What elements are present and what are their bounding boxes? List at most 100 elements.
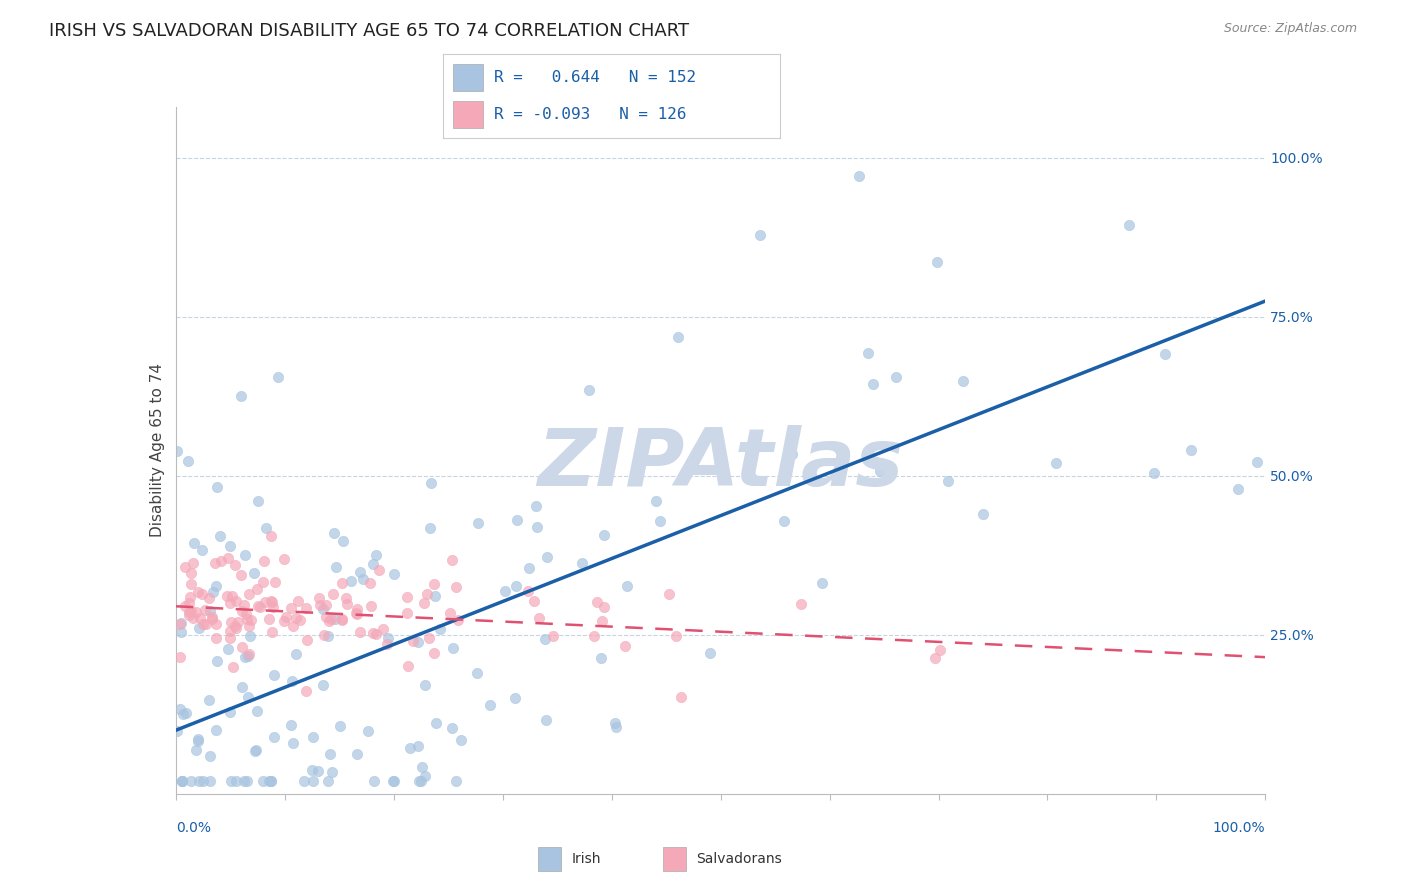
Point bbox=[233, 549, 256, 563]
Point bbox=[201, 611, 224, 625]
Point bbox=[1180, 443, 1202, 458]
Point bbox=[246, 582, 269, 596]
Point bbox=[231, 680, 253, 694]
Point bbox=[408, 774, 430, 789]
FancyBboxPatch shape bbox=[453, 101, 484, 128]
Point bbox=[1118, 218, 1140, 232]
Point bbox=[174, 560, 197, 574]
Point bbox=[884, 370, 907, 384]
Point bbox=[191, 617, 214, 632]
Point bbox=[344, 606, 367, 620]
Point bbox=[395, 606, 418, 620]
Point bbox=[225, 621, 247, 635]
Point bbox=[259, 611, 281, 625]
Point bbox=[541, 629, 564, 643]
Point bbox=[207, 480, 229, 494]
Point bbox=[330, 612, 353, 626]
Point bbox=[382, 566, 405, 581]
Point bbox=[263, 668, 285, 682]
Point bbox=[467, 516, 489, 530]
Point bbox=[364, 627, 387, 641]
FancyBboxPatch shape bbox=[537, 847, 561, 871]
Point bbox=[262, 600, 284, 615]
Point bbox=[224, 618, 246, 632]
Point bbox=[375, 637, 398, 651]
Point bbox=[349, 566, 371, 580]
Point bbox=[447, 613, 470, 627]
Point bbox=[221, 590, 243, 604]
Point bbox=[246, 599, 269, 613]
Point bbox=[273, 614, 295, 628]
Point bbox=[170, 625, 193, 640]
Point bbox=[188, 774, 211, 789]
Point bbox=[238, 587, 260, 601]
Point bbox=[172, 706, 194, 721]
Point bbox=[204, 723, 226, 737]
Point bbox=[411, 774, 433, 789]
Point bbox=[177, 608, 200, 623]
Point bbox=[395, 590, 418, 604]
Point bbox=[177, 454, 200, 468]
Point bbox=[413, 769, 436, 783]
Point bbox=[936, 474, 959, 488]
Point bbox=[238, 619, 260, 633]
Point bbox=[172, 774, 194, 789]
Point bbox=[534, 632, 557, 647]
Point bbox=[184, 605, 207, 619]
Point bbox=[253, 554, 276, 568]
Point bbox=[749, 228, 772, 243]
Point bbox=[253, 595, 276, 609]
Point bbox=[187, 731, 209, 746]
Point bbox=[571, 557, 593, 571]
Point bbox=[596, 453, 619, 467]
Point bbox=[312, 628, 335, 642]
Point bbox=[239, 613, 262, 627]
Point bbox=[200, 774, 222, 789]
Point bbox=[294, 600, 316, 615]
Point bbox=[231, 603, 253, 617]
Point bbox=[318, 614, 340, 628]
Point bbox=[263, 730, 285, 744]
Point bbox=[780, 447, 803, 461]
Point bbox=[772, 514, 794, 528]
Point bbox=[219, 774, 242, 789]
Point bbox=[359, 575, 381, 590]
Point bbox=[231, 567, 253, 582]
Point bbox=[413, 678, 436, 692]
Point bbox=[526, 520, 548, 534]
Point bbox=[408, 739, 430, 753]
Point bbox=[1246, 455, 1268, 469]
Point bbox=[319, 612, 342, 626]
Point bbox=[578, 384, 600, 398]
Point bbox=[382, 774, 405, 789]
Point bbox=[357, 724, 380, 739]
Point bbox=[195, 616, 218, 631]
Point bbox=[238, 647, 260, 661]
Point bbox=[180, 577, 202, 591]
Point bbox=[479, 698, 502, 712]
Point bbox=[266, 369, 288, 384]
Point bbox=[232, 774, 254, 789]
Point bbox=[260, 595, 283, 609]
Point bbox=[605, 716, 627, 731]
Point bbox=[644, 494, 666, 508]
Point bbox=[361, 626, 384, 640]
Point bbox=[349, 624, 371, 639]
Point bbox=[302, 774, 325, 789]
Point bbox=[406, 634, 429, 648]
Point bbox=[593, 599, 616, 614]
Point bbox=[862, 377, 884, 392]
Point bbox=[180, 604, 202, 618]
Point bbox=[418, 632, 440, 646]
Text: R = -0.093   N = 126: R = -0.093 N = 126 bbox=[494, 107, 686, 122]
Point bbox=[318, 774, 340, 789]
Point bbox=[319, 747, 342, 762]
Point bbox=[285, 647, 308, 661]
Point bbox=[191, 543, 214, 558]
Point bbox=[363, 774, 385, 789]
Point bbox=[665, 628, 688, 642]
Point bbox=[332, 533, 354, 548]
Point bbox=[292, 774, 315, 789]
Point bbox=[280, 600, 302, 615]
Point bbox=[441, 721, 464, 735]
